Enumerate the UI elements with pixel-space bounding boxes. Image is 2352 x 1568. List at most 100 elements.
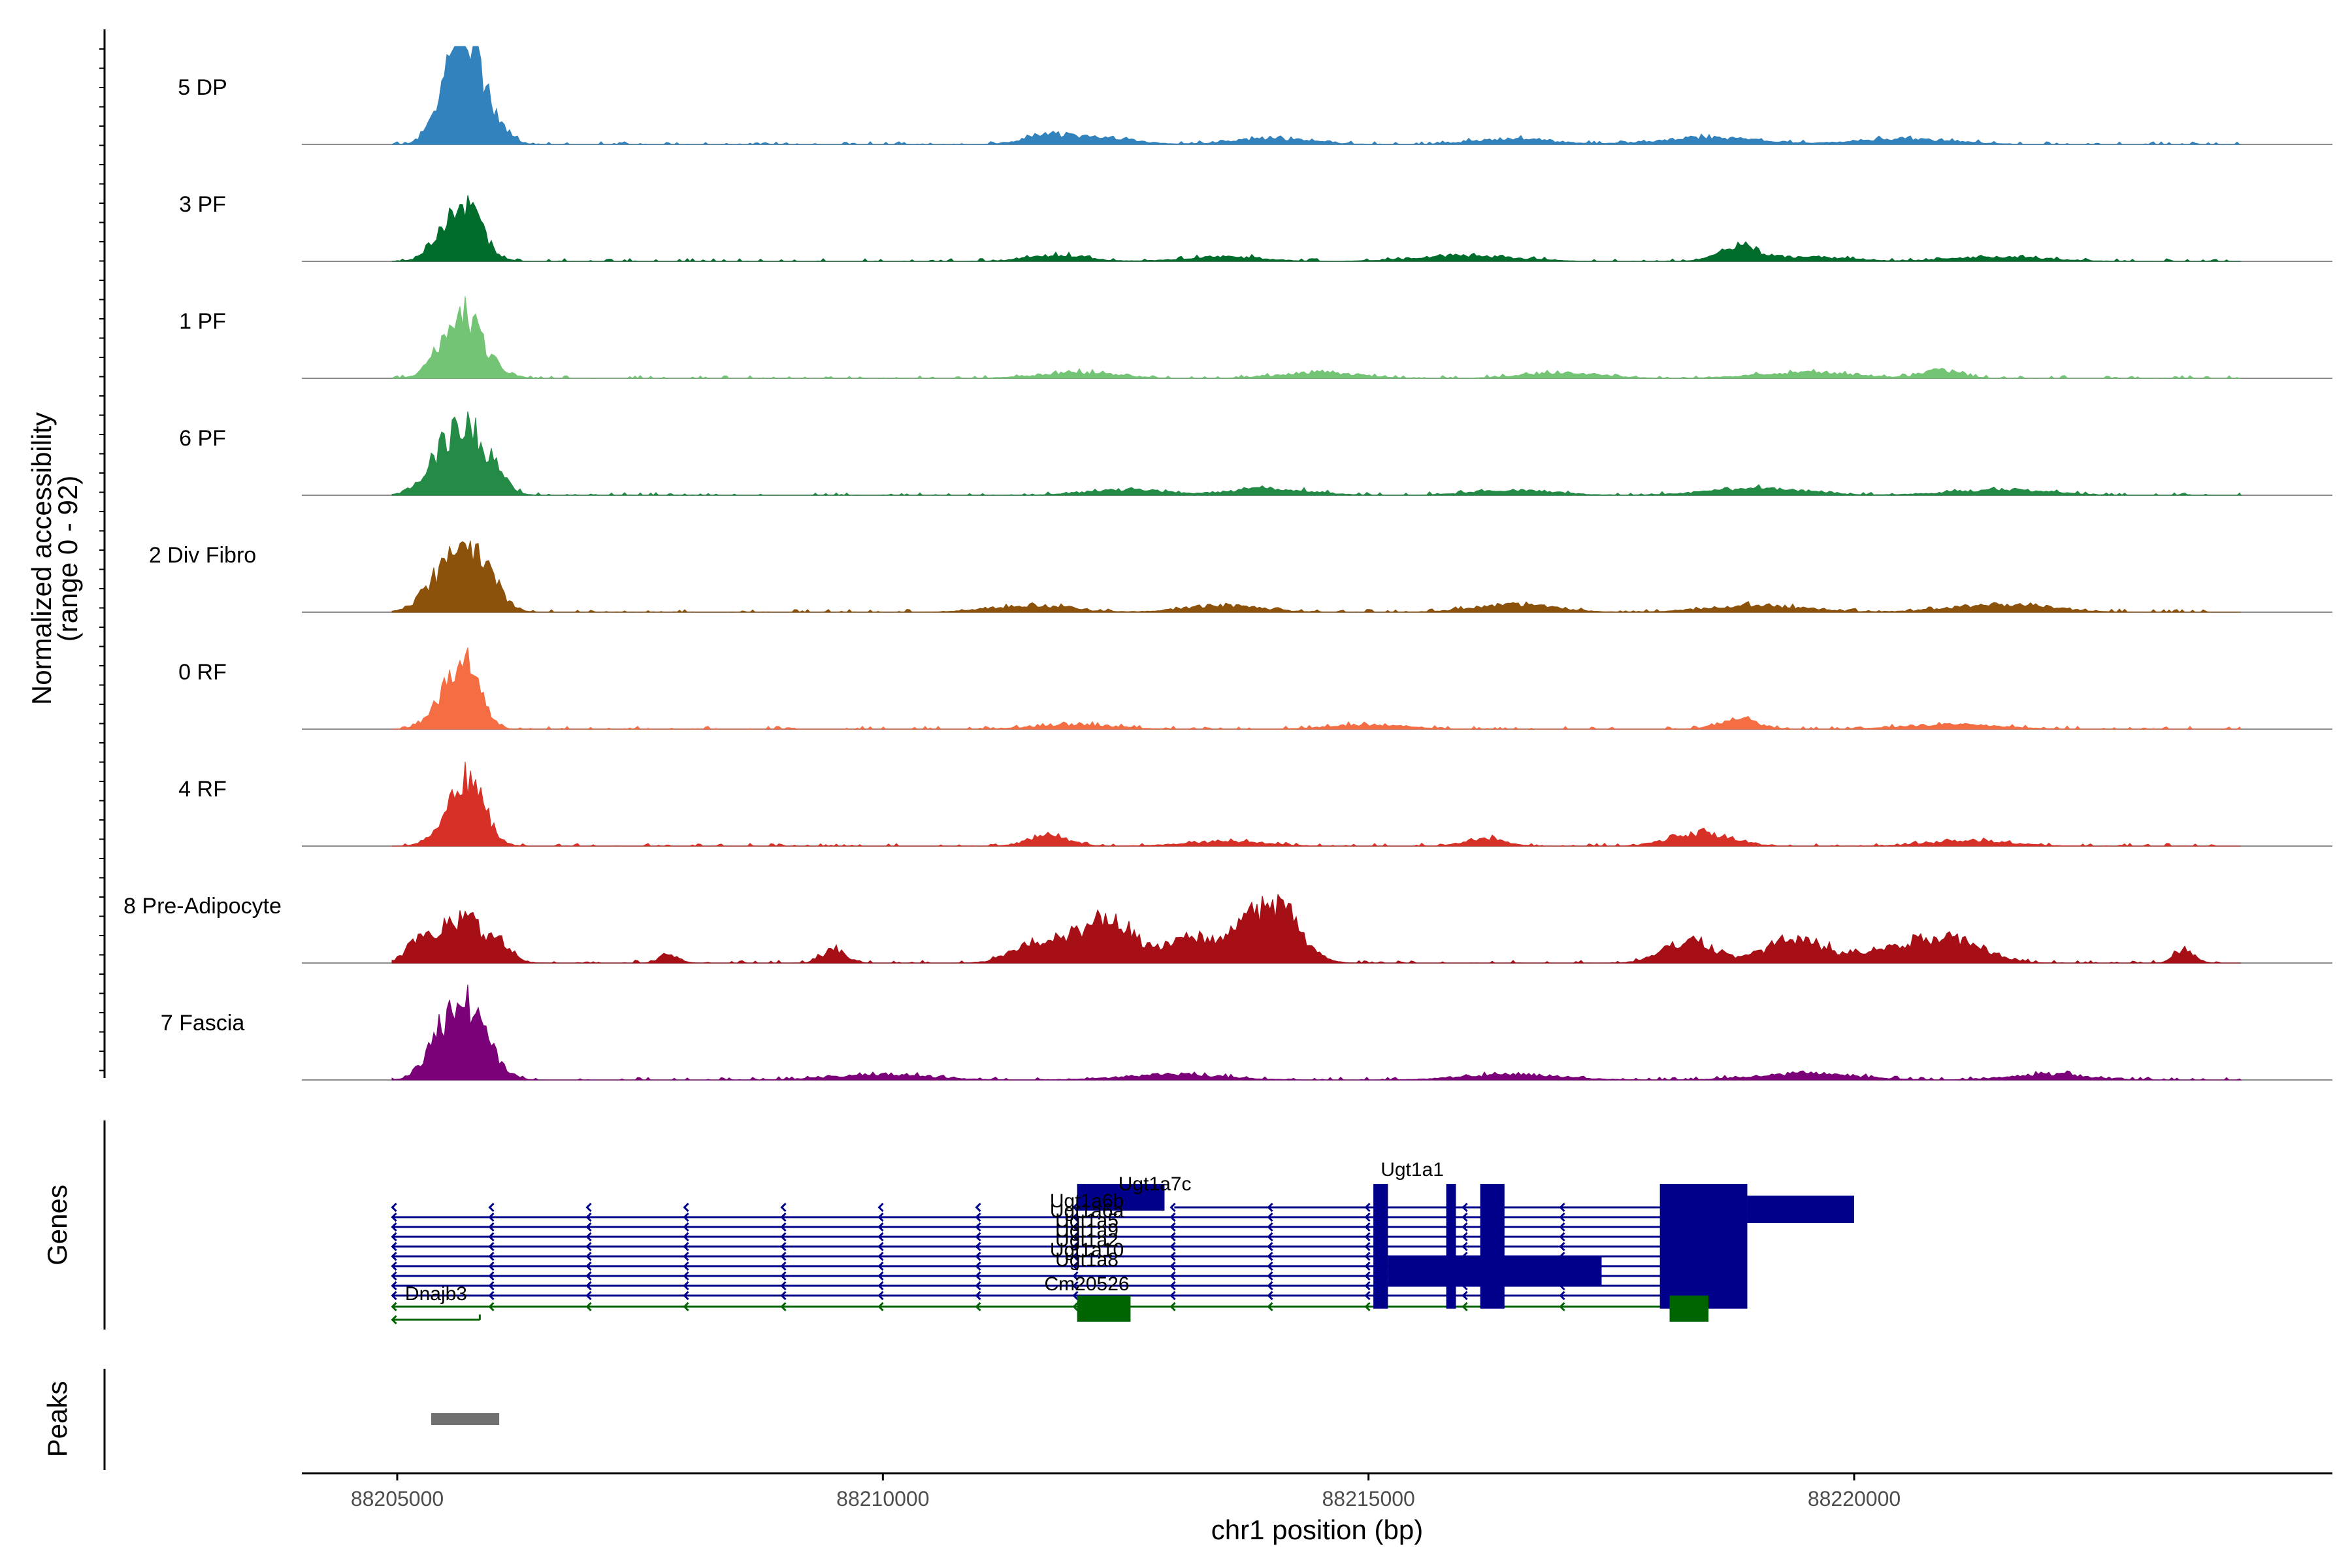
strand-chevron — [1169, 1232, 1176, 1242]
strand-chevron-green — [683, 1301, 689, 1312]
strand-chevron — [391, 1290, 397, 1301]
strand-chevron — [1267, 1281, 1273, 1291]
strand-chevron — [585, 1202, 592, 1213]
strand-chevron — [780, 1261, 787, 1271]
coverage-y-ticks — [99, 48, 105, 1071]
strand-chevron — [488, 1281, 495, 1291]
strand-chevron — [391, 1222, 397, 1232]
strand-chevron — [391, 1202, 397, 1213]
strand-chevron — [877, 1241, 884, 1252]
track-4-rf: 4 RF — [178, 761, 2332, 847]
strand-chevron — [1559, 1222, 1565, 1232]
track-label: 4 RF — [178, 777, 227, 802]
strand-chevron — [975, 1212, 981, 1222]
strand-chevron — [877, 1222, 884, 1232]
coverage-tracks: 5 DP 3 PF 1 PF 6 PF 2 Div Fibro 0 RF 4 RF 8 Pre… — [123, 46, 2332, 1081]
x-tick-label: 88205000 — [351, 1487, 444, 1511]
track-label: 8 Pre-Adipocyte — [123, 894, 282, 919]
strand-chevron — [1072, 1271, 1079, 1281]
strand-chevron-green — [975, 1301, 981, 1312]
signal-area — [391, 195, 2241, 262]
gene-label: Cm20526 — [1044, 1273, 1129, 1295]
strand-chevron — [683, 1202, 689, 1213]
strand-chevron — [877, 1271, 884, 1281]
track-6-pf: 6 PF — [179, 411, 2332, 496]
strand-chevron — [585, 1232, 592, 1242]
strand-chevron — [975, 1251, 981, 1262]
track-label: 6 PF — [179, 426, 226, 451]
strand-chevron — [1267, 1202, 1273, 1213]
strand-chevron — [488, 1202, 495, 1213]
strand-chevron — [683, 1261, 689, 1271]
strand-chevron — [780, 1241, 787, 1252]
strand-chevron — [585, 1251, 592, 1262]
strand-chevron — [391, 1261, 397, 1271]
strand-chevron — [1364, 1281, 1371, 1291]
strand-chevron — [683, 1212, 689, 1222]
strand-chevron — [1072, 1251, 1079, 1262]
track-label: 1 PF — [179, 309, 226, 334]
track-label: 0 RF — [178, 660, 227, 685]
track-1-pf: 1 PF — [179, 296, 2332, 379]
strand-chevron — [1072, 1241, 1079, 1252]
strand-chevron — [1364, 1290, 1371, 1301]
strand-chevron — [1267, 1271, 1273, 1281]
strand-chevron — [391, 1232, 397, 1242]
signal-area — [392, 761, 2241, 847]
x-tick-label: 88215000 — [1322, 1487, 1414, 1511]
strand-chevron — [975, 1261, 981, 1271]
strand-chevron — [1267, 1290, 1273, 1301]
strand-chevron-green — [585, 1301, 592, 1312]
signal-area — [391, 985, 2242, 1081]
strand-chevron — [488, 1232, 495, 1242]
strand-chevron — [1072, 1261, 1079, 1271]
track-label: 5 DP — [178, 75, 227, 100]
strand-chevron — [1072, 1212, 1079, 1222]
signal-area — [391, 893, 2241, 964]
signal-area — [391, 647, 2242, 730]
strand-chevron — [585, 1281, 592, 1291]
peak-region — [431, 1413, 500, 1425]
strand-chevron — [585, 1212, 592, 1222]
strand-chevron — [1267, 1241, 1273, 1252]
strand-chevron-green — [1267, 1301, 1273, 1312]
exon-ugt1a-cds — [1388, 1256, 1602, 1286]
strand-chevron — [391, 1251, 397, 1262]
gene-label: Ugt1a9 — [1055, 1220, 1119, 1241]
strand-chevron — [683, 1281, 689, 1291]
track-0-rf: 0 RF — [178, 647, 2332, 730]
strand-chevron — [1267, 1261, 1273, 1271]
strand-chevron — [1267, 1212, 1273, 1222]
strand-chevron-green — [1364, 1301, 1371, 1312]
strand-chevron — [780, 1232, 787, 1242]
strand-chevron — [1169, 1251, 1176, 1262]
track-label: 3 PF — [179, 192, 226, 217]
strand-chevron — [877, 1251, 884, 1262]
track-5-dp: 5 DP — [178, 46, 2332, 145]
strand-chevron — [1364, 1232, 1371, 1242]
strand-chevron — [780, 1251, 787, 1262]
strand-chevron — [780, 1271, 787, 1281]
strand-chevron-green — [488, 1301, 495, 1312]
strand-chevron — [1364, 1212, 1371, 1222]
gene-label: Ugt1a5 — [1055, 1210, 1119, 1232]
y-axis-range: (range 0 - 92) — [52, 476, 83, 642]
strand-chevron-green — [1169, 1301, 1176, 1312]
y-axis-title: Normalized accessibility — [26, 412, 57, 705]
strand-chevron — [488, 1290, 495, 1301]
strand-chevron — [1072, 1232, 1079, 1242]
strand-chevron — [391, 1212, 397, 1222]
strand-chevron — [1364, 1261, 1371, 1271]
strand-chevron — [488, 1212, 495, 1222]
strand-chevron-green — [1462, 1301, 1468, 1312]
strand-chevron-green — [1559, 1301, 1565, 1312]
track-2-div-fibro: 2 Div Fibro — [149, 540, 2332, 613]
strand-chevron — [683, 1290, 689, 1301]
strand-chevron — [1559, 1212, 1565, 1222]
strand-chevron-green — [391, 1301, 397, 1312]
strand-chevron — [1169, 1202, 1176, 1213]
exon-ugt1a1-b — [1446, 1184, 1456, 1309]
exon-cm20526-a — [1077, 1296, 1131, 1322]
